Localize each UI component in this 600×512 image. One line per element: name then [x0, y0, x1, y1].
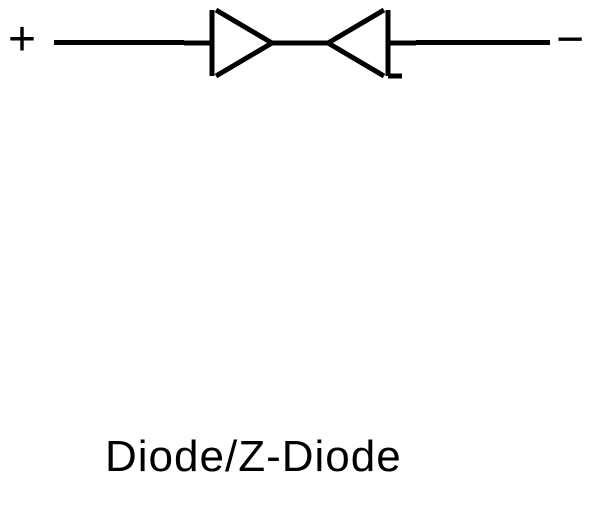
- terminal-negative: −: [556, 12, 584, 67]
- diagram-caption: Diode/Z-Diode: [105, 432, 402, 482]
- wire-right: [416, 40, 550, 45]
- diode-zener-icon: [300, 0, 416, 86]
- wire-left: [54, 40, 184, 45]
- schematic-canvas: + − Diode/Z-Diode: [0, 0, 600, 512]
- terminal-positive: +: [8, 12, 36, 67]
- diode-standard-icon: [184, 0, 300, 86]
